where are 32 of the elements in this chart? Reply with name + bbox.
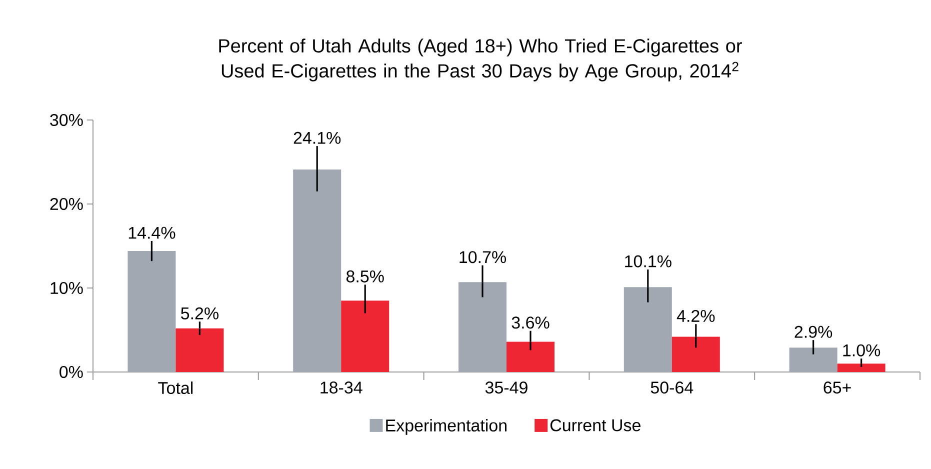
x-tick-label: 50-64: [650, 382, 694, 394]
bar: [458, 282, 507, 372]
y-tick-label: 10%: [50, 282, 83, 294]
bar: [837, 364, 886, 372]
data-label: 10.7%: [460, 251, 506, 264]
x-tick-label: 35-49: [485, 382, 528, 394]
data-label: 4.2%: [676, 310, 715, 322]
data-label: 24.1%: [294, 132, 341, 144]
bar: [789, 348, 838, 372]
x-tick-label: 65+: [824, 382, 851, 394]
data-label: 14.4%: [128, 226, 176, 239]
bar: [176, 328, 224, 372]
data-label: 2.9%: [794, 326, 832, 338]
data-label: 1.0%: [843, 344, 880, 356]
x-tick-label: Total: [158, 382, 193, 394]
y-tick-label: 20%: [50, 198, 83, 210]
data-label: 8.5%: [346, 270, 384, 282]
legend-label: Current Use: [550, 419, 640, 432]
bar: [624, 287, 672, 372]
bar: [672, 336, 720, 372]
bar: [506, 342, 555, 372]
chart-title: Percent of Utah Adults (Aged 18+) Who Tried E-Cigarettes or Used E-Cigarettes in the Past 30 Days by Age Group, 2014$^{2}$: [219, 38, 742, 82]
data-label: 3.6%: [512, 316, 550, 329]
bar: [293, 170, 342, 372]
y-tick-label: 30%: [50, 114, 83, 126]
y-tick-label: 0%: [60, 366, 83, 378]
data-label: 5.2%: [181, 307, 218, 320]
x-tick-label: 18-34: [320, 382, 362, 394]
bar: [128, 251, 176, 372]
legend-label: Experimentation: [386, 419, 506, 435]
data-label: 10.1%: [625, 255, 672, 268]
bar: [341, 300, 390, 372]
